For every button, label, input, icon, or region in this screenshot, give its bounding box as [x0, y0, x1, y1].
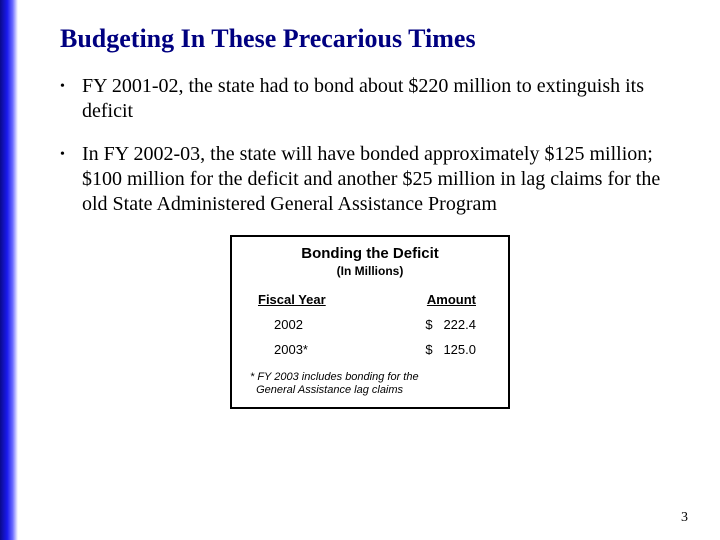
table-cell-year: 2002 — [274, 317, 303, 332]
table-column-header: Amount — [427, 292, 476, 307]
table-cell-amount: $ 125.0 — [425, 342, 476, 357]
bonding-deficit-table: Bonding the Deficit (In Millions) Fiscal… — [230, 235, 510, 409]
table-column-header: Fiscal Year — [258, 292, 326, 307]
table-row: 2003* $ 125.0 — [244, 342, 496, 357]
page-number: 3 — [681, 510, 688, 526]
slide-content: Budgeting In These Precarious Times FY 2… — [18, 0, 720, 540]
footnote-line: * FY 2003 includes bonding for the — [250, 371, 419, 383]
table-subtitle: (In Millions) — [244, 264, 496, 278]
page-title: Budgeting In These Precarious Times — [60, 24, 680, 54]
table-row: 2002 $ 222.4 — [244, 317, 496, 332]
bullet-item: In FY 2002-03, the state will have bonde… — [60, 142, 680, 217]
footnote-line: General Assistance lag claims — [250, 384, 403, 396]
table-footnote: * FY 2003 includes bonding for the Gener… — [244, 371, 496, 397]
left-accent-bar — [0, 0, 18, 540]
table-cell-amount: $ 222.4 — [425, 317, 476, 332]
table-header-row: Fiscal Year Amount — [244, 292, 496, 307]
table-title: Bonding the Deficit — [244, 245, 496, 262]
table-cell-year: 2003* — [274, 342, 308, 357]
bullet-list: FY 2001-02, the state had to bond about … — [60, 74, 680, 217]
bullet-item: FY 2001-02, the state had to bond about … — [60, 74, 680, 124]
